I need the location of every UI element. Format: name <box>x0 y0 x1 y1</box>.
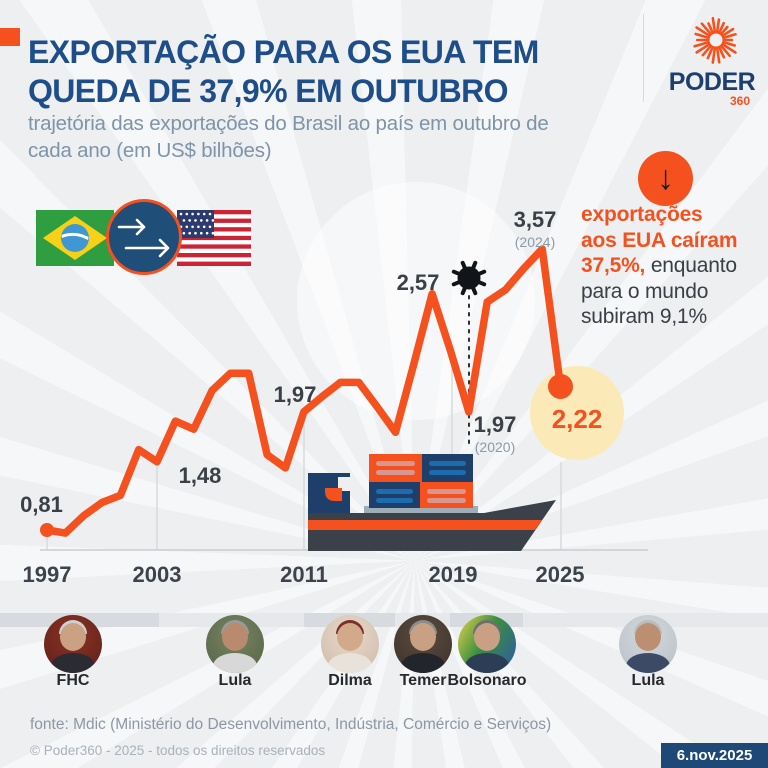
poder360-sunburst-icon <box>693 16 737 64</box>
cargo-ship-illustration <box>308 454 556 551</box>
value-label-2003: 1,48 <box>178 463 222 488</box>
subtitle-line2: cada ano (em US$ bilhões) <box>28 139 272 162</box>
copyright-text: © Poder360 - 2025 - todos os direitos re… <box>30 743 326 758</box>
xtick-2025: 2025 <box>535 562 585 587</box>
value-label-1997: 0,81 <box>20 492 63 517</box>
xtick-2019: 2019 <box>428 562 478 587</box>
title-line2: QUEDA DE 37,9% EM OUTUBRO <box>28 73 509 109</box>
value-label-2019: 2,57 <box>396 270 440 295</box>
brazil-flag <box>36 210 114 266</box>
value-label-2020: 1,97 (2020) <box>473 412 517 455</box>
page-title: EXPORTAÇÃO PARA OS EUA TEM QUEDA DE 37,9… <box>28 33 628 111</box>
president-photo-fhc <box>44 615 102 673</box>
president-photo-lula2 <box>619 615 677 673</box>
subtitle-line1: trajetória das exportações do Brasil ao … <box>28 112 549 135</box>
covid-virus-icon <box>451 260 487 296</box>
logo-separator <box>643 14 644 102</box>
president-name: Bolsonaro <box>447 672 527 689</box>
end-dot-2025 <box>548 373 574 399</box>
xtick-1997: 1997 <box>22 562 72 587</box>
page-subtitle: trajetória das exportações do Brasil ao … <box>28 110 608 164</box>
logo-wordmark: PODER <box>668 68 756 96</box>
president-photo-dilma <box>321 615 379 673</box>
president-name: Lula <box>631 672 665 689</box>
value-label-2024: 3,57 (2024) <box>513 207 557 250</box>
logo-360: 360 <box>729 94 751 108</box>
start-dot-1997 <box>40 523 54 537</box>
xtick-2003: 2003 <box>132 562 182 587</box>
date-badge: 6.nov.2025 <box>661 743 768 768</box>
president-photo-bolsonaro <box>458 615 516 673</box>
date-label: 6.nov.2025 <box>676 747 753 764</box>
president-name: Dilma <box>328 672 372 689</box>
value-label-2025: 2,22 <box>551 404 603 434</box>
down-arrow-icon: ↓ <box>657 159 674 197</box>
president-photo-temer <box>394 615 452 673</box>
president-name: Temer <box>399 672 447 689</box>
president-photo-lula1 <box>206 615 264 673</box>
president-name: FHC <box>56 672 90 689</box>
transfer-circle <box>106 199 182 275</box>
accent-square <box>0 28 20 46</box>
export-line <box>43 245 565 537</box>
down-arrow-badge: ↓ <box>638 151 693 206</box>
value-label-2011: 1,97 <box>273 382 317 407</box>
xtick-2011: 2011 <box>280 562 328 587</box>
double-right-arrows-icon <box>117 218 170 258</box>
source-text: fonte: Mdic (Ministério do Desenvolvimen… <box>30 716 552 733</box>
poder360-logo: PODER 360 <box>660 16 766 108</box>
title-line1: EXPORTAÇÃO PARA OS EUA TEM <box>28 34 539 70</box>
usa-flag <box>177 210 251 266</box>
president-name: Lula <box>218 672 252 689</box>
side-note: exportações aos EUA caíram 37,5%, enquan… <box>581 203 738 328</box>
